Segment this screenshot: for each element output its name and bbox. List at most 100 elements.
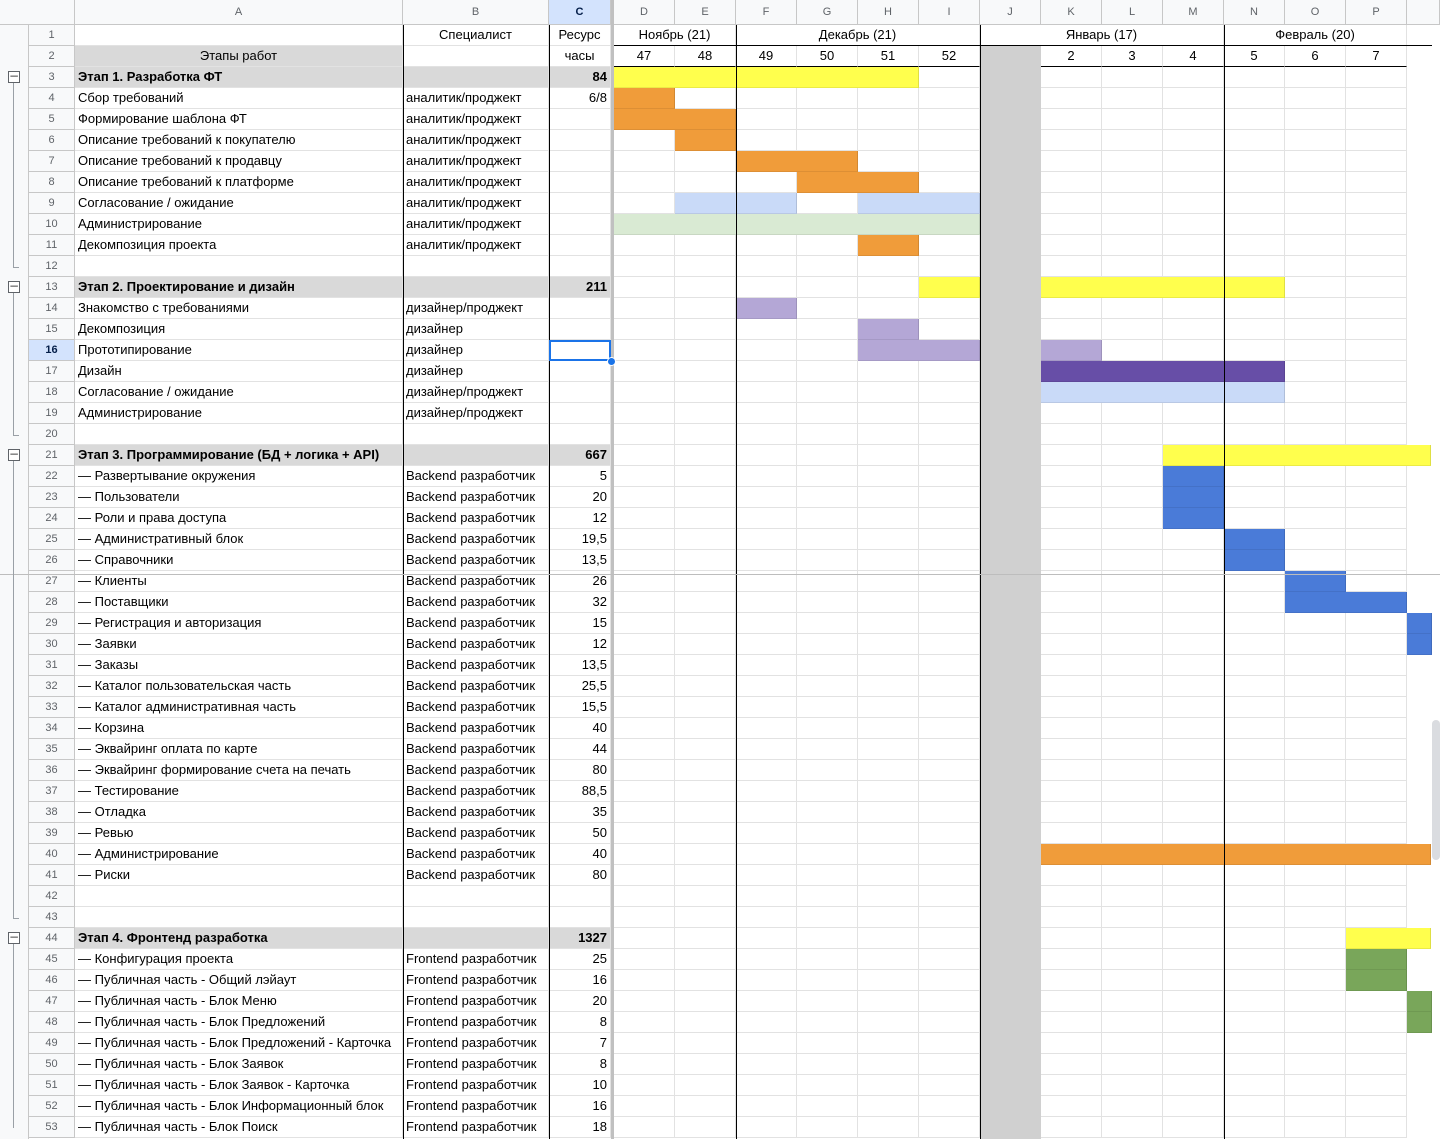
gantt-cell[interactable] (1346, 340, 1407, 361)
gantt-cell[interactable] (1041, 130, 1102, 151)
task-name[interactable]: Администрирование (75, 403, 403, 424)
task-specialist[interactable]: Frontend разработчик (403, 1075, 549, 1096)
task-specialist[interactable] (403, 907, 549, 928)
row-header-9[interactable]: 9 (29, 193, 75, 214)
task-hours[interactable] (549, 235, 611, 256)
gantt-cell[interactable] (675, 634, 736, 655)
task-hours[interactable]: 20 (549, 991, 611, 1012)
gantt-cell[interactable] (614, 130, 675, 151)
row-header-4[interactable]: 4 (29, 88, 75, 109)
gantt-cell[interactable] (919, 109, 980, 130)
gantt-cell[interactable] (1041, 1054, 1102, 1075)
gantt-cell[interactable] (614, 865, 675, 886)
row-header-15[interactable]: 15 (29, 319, 75, 340)
gantt-cell[interactable] (1102, 1012, 1163, 1033)
gantt-cell[interactable] (614, 424, 675, 445)
gantt-cell[interactable] (1224, 613, 1285, 634)
gantt-cell[interactable] (1102, 949, 1163, 970)
gantt-cell[interactable] (736, 865, 797, 886)
gantt-cell[interactable] (1102, 571, 1163, 592)
column-header-n[interactable]: N (1224, 0, 1285, 25)
gantt-cell[interactable] (797, 634, 858, 655)
gantt-cell[interactable] (1041, 529, 1102, 550)
task-name[interactable]: — Поставщики (75, 592, 403, 613)
gantt-cell[interactable] (1163, 886, 1224, 907)
gantt-cell[interactable] (797, 1012, 858, 1033)
gantt-cell[interactable] (797, 382, 858, 403)
task-name[interactable]: Этап 1. Разработка ФТ (75, 67, 403, 88)
gantt-cell[interactable] (675, 697, 736, 718)
task-name[interactable]: — Администрирование (75, 844, 403, 865)
gantt-cell[interactable] (675, 991, 736, 1012)
gantt-cell[interactable] (1224, 256, 1285, 277)
row-header-8[interactable]: 8 (29, 172, 75, 193)
task-name[interactable]: Описание требований к продавцу (75, 151, 403, 172)
row-header-25[interactable]: 25 (29, 529, 75, 550)
gantt-cell[interactable] (614, 319, 675, 340)
task-specialist[interactable]: Backend разработчик (403, 613, 549, 634)
task-specialist[interactable]: Backend разработчик (403, 760, 549, 781)
week-header[interactable]: 7 (1346, 46, 1407, 67)
column-header-f[interactable]: F (736, 0, 797, 25)
gantt-cell[interactable] (1041, 424, 1102, 445)
gantt-cell[interactable] (1346, 781, 1407, 802)
gantt-cell[interactable] (919, 991, 980, 1012)
gantt-cell[interactable] (1163, 613, 1224, 634)
task-hours[interactable]: 35 (549, 802, 611, 823)
task-specialist[interactable]: Backend разработчик (403, 802, 549, 823)
gantt-cell[interactable] (1346, 634, 1407, 655)
gantt-cell[interactable] (614, 277, 675, 298)
gantt-cell[interactable] (1224, 655, 1285, 676)
row-header-24[interactable]: 24 (29, 508, 75, 529)
gantt-cell[interactable] (1163, 970, 1224, 991)
column-header-e[interactable]: E (675, 0, 736, 25)
gantt-cell[interactable] (675, 1117, 736, 1138)
frozen-columns-divider[interactable] (611, 0, 614, 1139)
gantt-cell[interactable] (1041, 697, 1102, 718)
task-hours[interactable]: 88,5 (549, 781, 611, 802)
column-header-b[interactable]: B (403, 0, 549, 25)
row-header-33[interactable]: 33 (29, 697, 75, 718)
task-hours[interactable]: 40 (549, 844, 611, 865)
gantt-cell[interactable] (1102, 487, 1163, 508)
gantt-cell[interactable] (1285, 130, 1346, 151)
gantt-cell[interactable] (1285, 382, 1346, 403)
gantt-cell[interactable] (1041, 718, 1102, 739)
task-specialist[interactable]: Backend разработчик (403, 634, 549, 655)
gantt-cell[interactable] (797, 256, 858, 277)
task-name[interactable]: — Заявки (75, 634, 403, 655)
gantt-cell[interactable] (1102, 655, 1163, 676)
task-name[interactable]: — Публичная часть - Блок Заявок (75, 1054, 403, 1075)
gantt-cell[interactable] (1163, 424, 1224, 445)
gantt-cell[interactable] (614, 1054, 675, 1075)
selected-cell[interactable] (549, 340, 611, 361)
gantt-cell[interactable] (675, 1012, 736, 1033)
week-header[interactable]: 49 (736, 46, 797, 67)
gantt-cell[interactable] (1346, 697, 1407, 718)
gantt-cell[interactable] (736, 676, 797, 697)
gantt-cell[interactable] (1224, 151, 1285, 172)
gantt-cell[interactable] (797, 1117, 858, 1138)
gantt-cell[interactable] (1224, 487, 1285, 508)
gantt-cell[interactable] (919, 802, 980, 823)
row-header-42[interactable]: 42 (29, 886, 75, 907)
gantt-cell[interactable] (1285, 88, 1346, 109)
gantt-cell[interactable] (1285, 487, 1346, 508)
gantt-cell[interactable] (1102, 592, 1163, 613)
gantt-cell[interactable] (858, 781, 919, 802)
gantt-cell[interactable] (736, 928, 797, 949)
gantt-cell[interactable] (1163, 655, 1224, 676)
task-specialist[interactable]: аналитик/проджект (403, 193, 549, 214)
gantt-cell[interactable] (1285, 739, 1346, 760)
gantt-cell[interactable] (858, 823, 919, 844)
gantt-cell[interactable] (1285, 151, 1346, 172)
row-header-22[interactable]: 22 (29, 466, 75, 487)
gantt-cell[interactable] (614, 760, 675, 781)
gantt-cell[interactable] (797, 928, 858, 949)
gantt-cell[interactable] (797, 697, 858, 718)
gantt-cell[interactable] (1224, 403, 1285, 424)
gantt-cell[interactable] (1224, 109, 1285, 130)
gantt-cell[interactable] (614, 235, 675, 256)
gantt-cell[interactable] (797, 109, 858, 130)
gantt-cell[interactable] (1346, 424, 1407, 445)
